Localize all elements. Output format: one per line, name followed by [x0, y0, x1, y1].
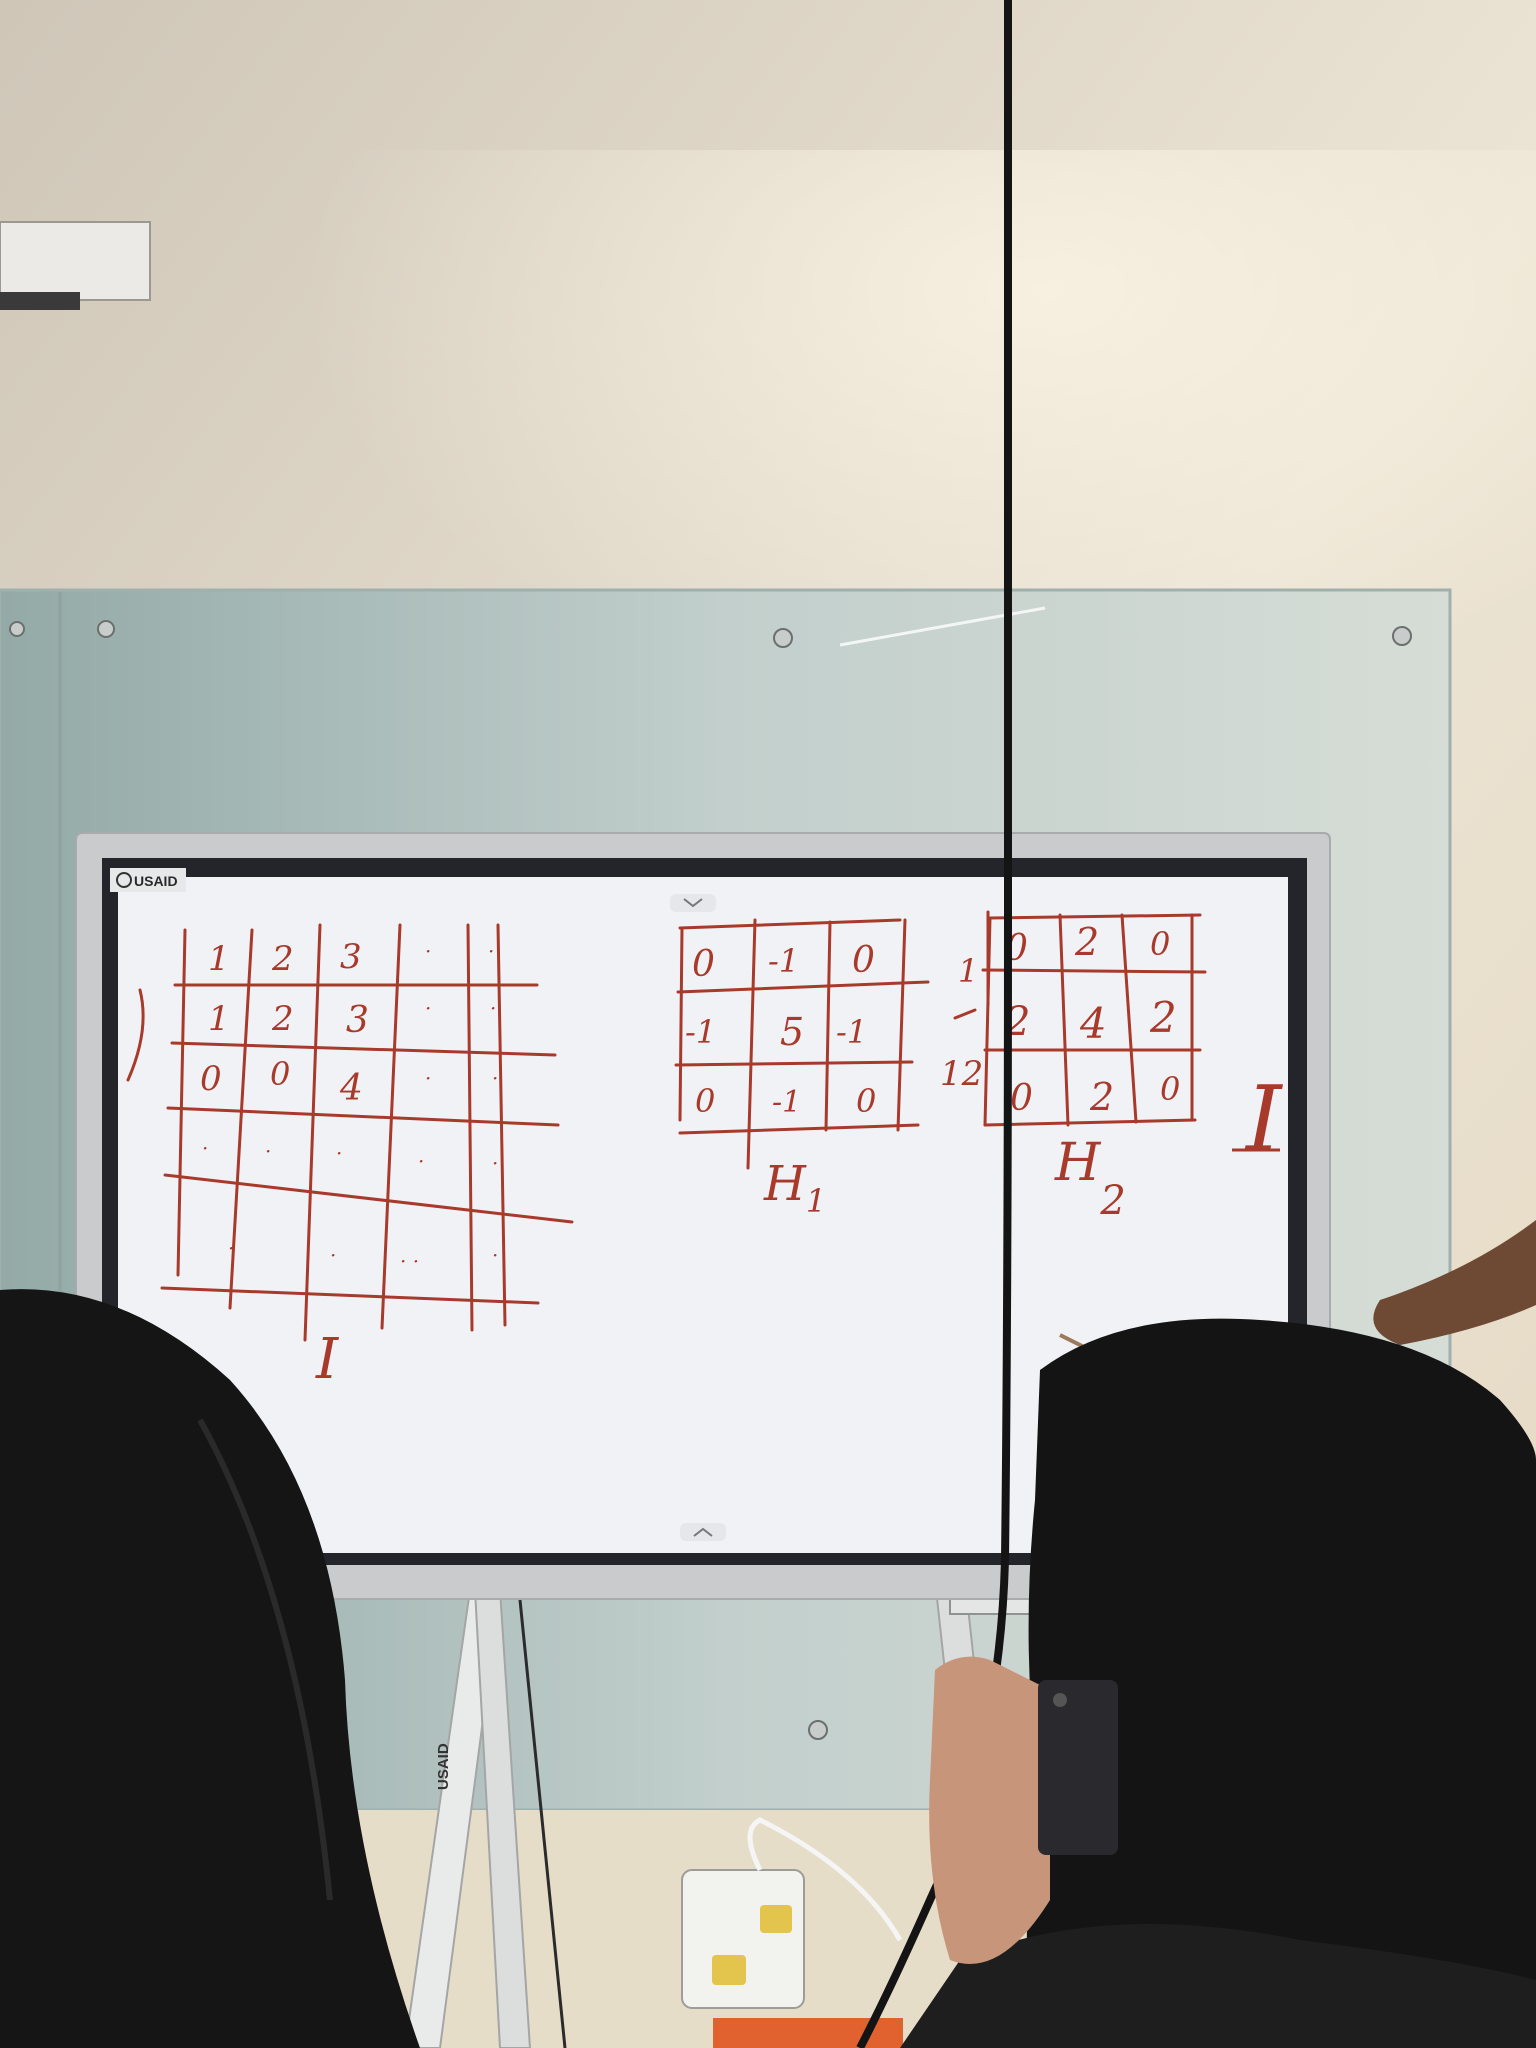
matrix-cell: · [425, 939, 431, 963]
matrix-h2-subscript: 2 [1099, 1178, 1125, 1224]
matrix-h1-subscript: 1 [806, 1182, 826, 1220]
chevron-down-icon[interactable] [670, 894, 716, 912]
chevron-up-icon[interactable] [680, 1523, 726, 1541]
audience-head-left [0, 1289, 420, 2048]
matrix-cell: -1 [836, 1013, 867, 1051]
matrix-cell: 0 [1160, 1070, 1180, 1108]
power-adapter [681, 1817, 903, 2048]
matrix-cell: -1 [685, 1013, 716, 1051]
matrix-h2-label: H2 [1054, 1133, 1126, 1224]
matrix-cell: 0 [852, 940, 875, 981]
matrix-cell: · [418, 1149, 424, 1173]
glass-mount-screw [808, 1720, 828, 1740]
matrix-i-grid [126, 923, 574, 1342]
matrix-cell: · [425, 996, 431, 1020]
matrix-cell: · [202, 1136, 208, 1160]
matrix-i: 1 2 3 · · 1 2 3 · · 0 0 4 · · · · · · · … [126, 923, 574, 1392]
matrix-cell: · [228, 1236, 234, 1260]
matrix-cell: 2 [271, 999, 294, 1039]
matrix-h2-numerator: 1 [958, 952, 978, 990]
matrix-h1: 0 -1 0 -1 5 -1 0 -1 0 H1 [674, 918, 930, 1220]
phone-in-hand [929, 1656, 1118, 1964]
matrix-cell: 2 [1074, 920, 1099, 964]
partial-mark: I [1244, 1067, 1283, 1172]
matrix-h1-grid [674, 918, 930, 1170]
matrix-cell: · [490, 996, 496, 1020]
matrix-cell: 3 [340, 937, 362, 977]
matrix-cell: 2 [271, 939, 294, 979]
matrix-h1-label: H1 [763, 1156, 826, 1220]
matrix-cell: -1 [768, 942, 799, 980]
matrix-i-label: I [315, 1327, 340, 1392]
matrix-cell: · [488, 939, 494, 963]
glass-mount-screw [97, 620, 115, 638]
matrix-cell: 4 [1079, 999, 1107, 1048]
matrix-cell: · [492, 1066, 498, 1090]
matrix-cell: 2 [1089, 1075, 1114, 1119]
matrix-h1-letter: H [763, 1156, 807, 1212]
matrix-cell: · [492, 1151, 498, 1175]
matrix-cell: · [492, 1243, 498, 1267]
glass-mount-screw [1392, 626, 1412, 646]
matrix-cell: · [265, 1139, 271, 1163]
wall-fixture [0, 221, 151, 310]
matrix-i-cells: 1 2 3 · · 1 2 3 · · 0 0 4 · · · · · · · … [200, 937, 498, 1273]
matrix-h2-letter: H [1054, 1133, 1102, 1193]
matrix-cell: 0 [856, 1082, 876, 1120]
matrix-cell: · [425, 1066, 431, 1090]
matrix-h1-cells: 0 -1 0 -1 5 -1 0 -1 0 [685, 940, 876, 1120]
matrix-cell: 0 [695, 1082, 715, 1120]
matrix-cell: 1 [208, 999, 230, 1039]
matrix-h2-denominator: 12 [940, 1054, 983, 1094]
glass-mount-screw [9, 621, 25, 637]
matrix-h2-cells: 0 2 0 2 4 2 0 2 0 [1004, 920, 1180, 1119]
matrix-cell: 0 [200, 1059, 222, 1099]
matrix-cell: · · [400, 1249, 419, 1273]
matrix-cell: 3 [346, 1000, 369, 1041]
audience-head-right [900, 1318, 1536, 2048]
matrix-cell: 0 [270, 1055, 290, 1093]
matrix-cell: 1 [208, 939, 230, 979]
matrix-cell: 0 [1150, 925, 1170, 963]
matrix-cell: · [330, 1243, 336, 1267]
matrix-cell: 0 [692, 944, 715, 985]
matrix-cell: 5 [780, 1010, 804, 1054]
matrix-cell: 0 [1010, 1078, 1033, 1119]
display-brand-logo: USAID [134, 873, 178, 889]
hanging-cable [856, 0, 1012, 2048]
matrix-cell: -1 [772, 1085, 801, 1120]
matrix-cell: · [336, 1141, 342, 1165]
stand-brand-label: USAID [435, 1743, 452, 1790]
matrix-cell: 4 [339, 1068, 363, 1109]
matrix-h2: 0 2 0 2 4 2 0 2 0 1 12 H2 [940, 910, 1207, 1224]
glass-mount-screw [773, 628, 793, 648]
matrix-h2-grid [953, 910, 1207, 1127]
matrix-cell: 2 [1149, 993, 1177, 1042]
